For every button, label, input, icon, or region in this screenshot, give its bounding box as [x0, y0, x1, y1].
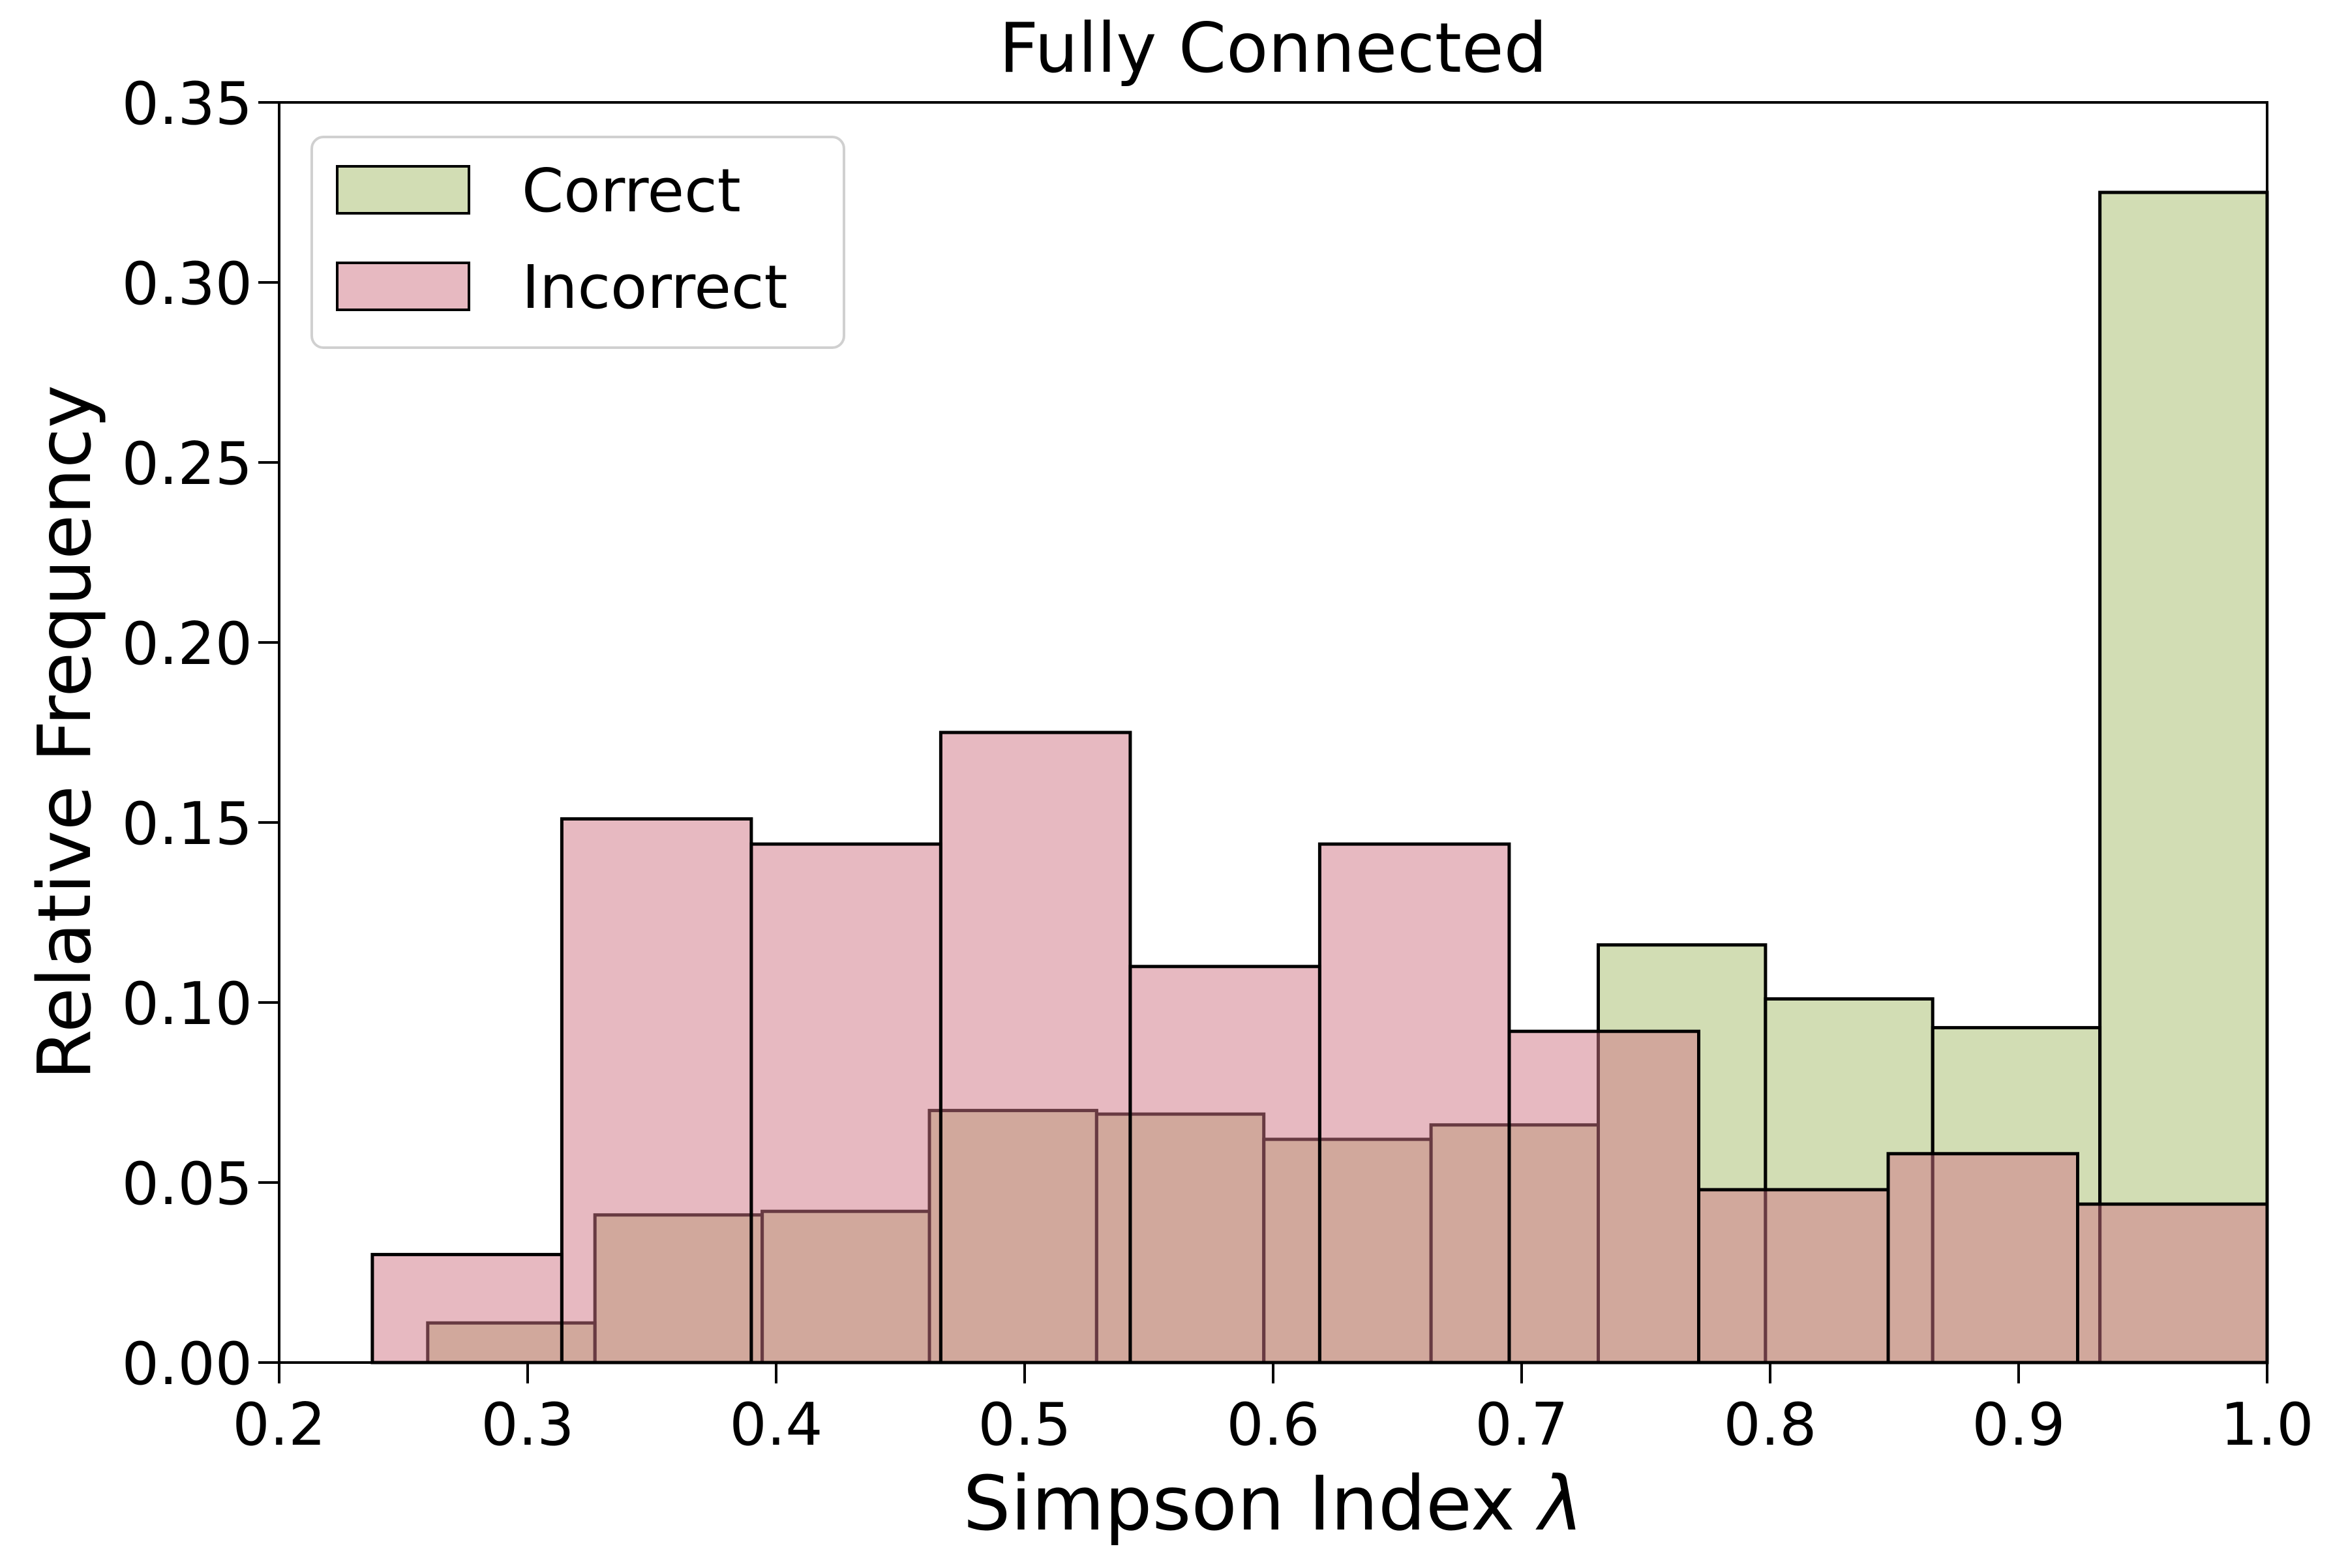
legend-label-correct: Correct — [522, 156, 741, 226]
x-tick-label-0.4: 0.4 — [729, 1391, 822, 1459]
x-tick-label-0.7: 0.7 — [1475, 1391, 1568, 1459]
incorrect-bar-9 — [1886, 1152, 2079, 1364]
y-tick-label-0.30: 0.30 — [122, 250, 252, 318]
incorrect-bar-4 — [939, 731, 1132, 1364]
legend-swatch-incorrect — [336, 262, 470, 311]
incorrect-bar-6 — [1317, 842, 1511, 1364]
incorrect-bar-7 — [1507, 1029, 1700, 1364]
legend: Correct Incorrect — [310, 136, 845, 349]
y-tick-label-0.25: 0.25 — [122, 430, 252, 498]
legend-swatch-correct — [336, 165, 470, 215]
x-tick-label-0.6: 0.6 — [1226, 1391, 1319, 1459]
incorrect-bar-10 — [2076, 1202, 2269, 1364]
x-tick-label-1.0: 1.0 — [2220, 1391, 2313, 1459]
y-tick-label-0.15: 0.15 — [122, 790, 252, 858]
y-axis-ticks: 0.00 0.05 0.10 0.15 0.20 0.25 0.30 0.35 — [122, 70, 279, 1398]
y-axis-label: Relative Frequency — [23, 385, 108, 1080]
x-axis-label: Simpson Index λ — [963, 1460, 1584, 1548]
x-axis-ticks: 0.2 0.3 0.4 0.5 0.6 0.7 0.8 0.9 1.0 — [232, 1363, 2314, 1459]
y-tick-label-0.35: 0.35 — [122, 70, 252, 138]
x-axis-label-lambda-symbol: λ — [1535, 1460, 1583, 1548]
y-tick-label-0.20: 0.20 — [122, 610, 252, 678]
correct-bar-11 — [2098, 190, 2269, 1364]
incorrect-bar-2 — [560, 817, 753, 1364]
incorrect-bar-5 — [1128, 965, 1321, 1364]
x-tick-label-0.8: 0.8 — [1723, 1391, 1816, 1459]
x-axis-label-text: Simpson Index — [963, 1460, 1539, 1548]
incorrect-histogram-bars — [370, 731, 2269, 1364]
incorrect-bar-8 — [1697, 1188, 1890, 1364]
y-tick-label-0.00: 0.00 — [122, 1330, 252, 1398]
y-tick-label-0.10: 0.10 — [122, 970, 252, 1038]
x-tick-label-0.9: 0.9 — [1972, 1391, 2065, 1459]
x-tick-label-0.3: 0.3 — [481, 1391, 574, 1459]
y-tick-label-0.05: 0.05 — [122, 1150, 252, 1218]
chart-title: Fully Connected — [999, 8, 1547, 88]
incorrect-bar-3 — [749, 842, 942, 1364]
x-tick-label-0.2: 0.2 — [232, 1391, 325, 1459]
legend-label-incorrect: Incorrect — [522, 252, 788, 322]
incorrect-bar-1 — [370, 1252, 564, 1364]
x-tick-label-0.5: 0.5 — [978, 1391, 1071, 1459]
